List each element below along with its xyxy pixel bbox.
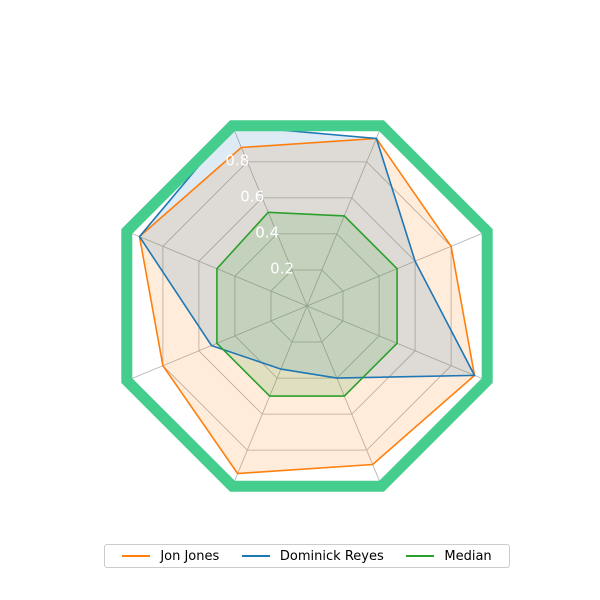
radial-tick-labels: 0.2 0.4 0.6 0.8 xyxy=(225,151,294,277)
legend-item-jon-jones: Jon Jones xyxy=(122,549,219,564)
series-line-median xyxy=(216,211,398,397)
legend-item-dominick-reyes: Dominick Reyes xyxy=(241,548,384,564)
radar-series xyxy=(138,124,476,475)
series-area-dominick-reyes xyxy=(139,125,475,379)
legend-label-median: Median xyxy=(444,548,492,564)
legend-swatch-dominick-reyes xyxy=(241,555,270,557)
legend-swatch-jon-jones xyxy=(122,555,151,557)
legend-item-median: Median xyxy=(406,548,492,564)
radial-tick-label-1: 0.2 xyxy=(270,260,294,278)
series-line-jon-jones xyxy=(138,137,476,475)
radial-tick-label-4: 0.8 xyxy=(225,151,249,169)
series-area-jon-jones xyxy=(139,138,475,474)
series-line-dominick-reyes xyxy=(138,124,476,379)
radar-outer-frame xyxy=(121,120,493,492)
radial-tick-label-3: 0.6 xyxy=(240,187,264,205)
legend: Jon Jones Dominick Reyes Median xyxy=(104,544,510,568)
grid-spoke-1 xyxy=(232,125,308,307)
legend-label-dominick-reyes: Dominick Reyes xyxy=(279,548,384,564)
legend-swatch-median xyxy=(406,555,435,557)
series-area-median xyxy=(216,212,398,397)
radar-frame xyxy=(121,120,493,492)
legend-label-jon-jones: Jon Jones xyxy=(160,548,220,564)
radial-tick-label-2: 0.4 xyxy=(255,223,279,241)
